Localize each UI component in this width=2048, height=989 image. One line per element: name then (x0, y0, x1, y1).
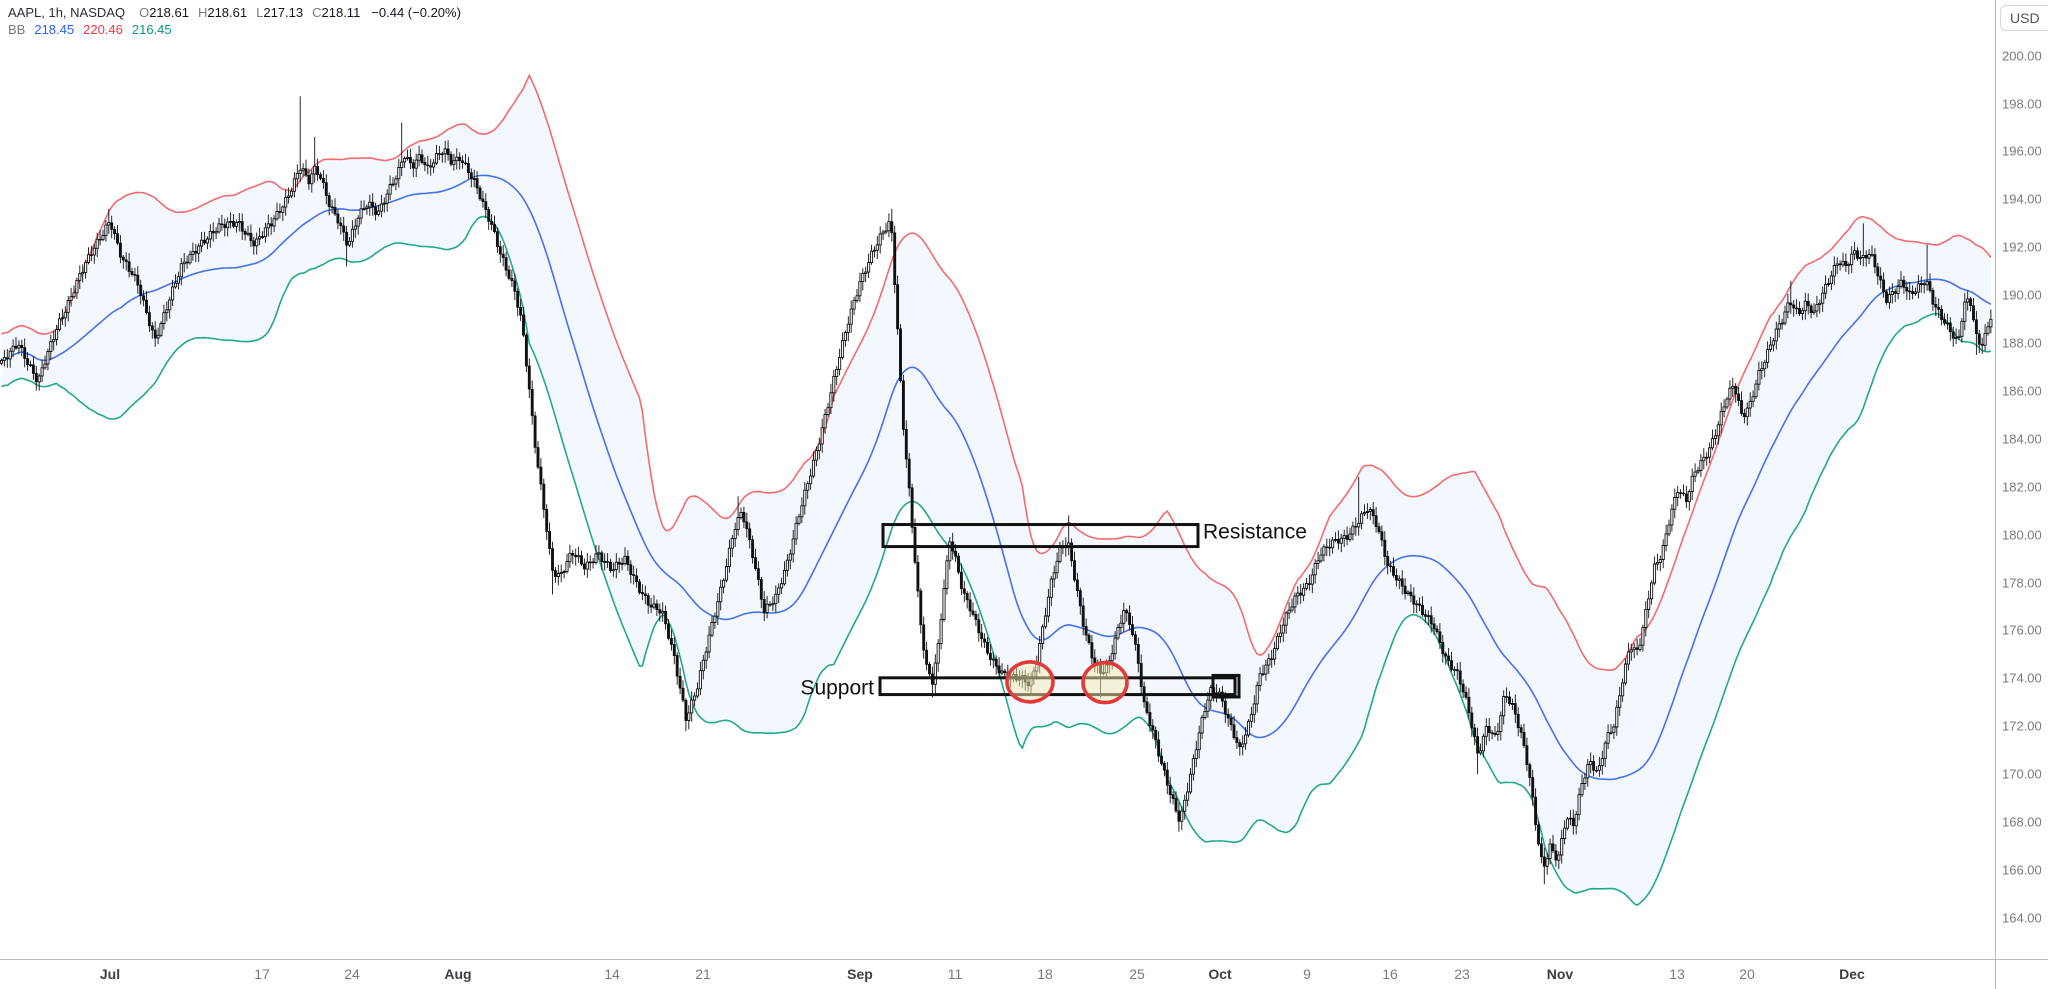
support-label[interactable]: Support (800, 676, 874, 699)
ohlc-high: H218.61 (197, 5, 248, 20)
price-tick-label: 192.00 (2002, 239, 2042, 255)
price-tick-label: 190.00 (2002, 287, 2042, 303)
price-tick-label: 200.00 (2002, 48, 2042, 64)
bb-lower-value: 216.45 (131, 22, 172, 37)
price-tick-label: 182.00 (2002, 479, 2042, 495)
bb-upper-value: 220.46 (83, 22, 123, 37)
drawings: Resistance Support (800, 521, 1307, 705)
ohlc-close: C218.11 (312, 5, 361, 20)
time-tick-label: Jul (99, 966, 121, 982)
ohlc-open: O218.61 (139, 5, 189, 20)
price-tick-label: 196.00 (2002, 143, 2042, 159)
price-tick-label: 170.00 (2002, 766, 2042, 782)
price-tick-label: 180.00 (2002, 527, 2042, 543)
time-tick-label: 25 (1129, 966, 1145, 982)
time-tick-label: 20 (1739, 966, 1755, 982)
time-tick-label: 14 (604, 966, 620, 982)
support-touch-circle-1[interactable] (1005, 660, 1055, 704)
price-tick-label: 178.00 (2002, 575, 2042, 590)
time-tick-label: 17 (254, 966, 270, 982)
ohlc-low: L217.13 (256, 5, 304, 20)
resistance-zone-box[interactable] (881, 523, 1200, 549)
time-tick-label: 24 (344, 966, 360, 982)
resistance-label[interactable]: Resistance (1203, 521, 1307, 544)
symbol-title[interactable]: AAPL, 1h, NASDAQ (8, 5, 126, 20)
price-tick-label: 168.00 (2002, 814, 2042, 830)
change-value: −0.44 (−0.20%) (371, 5, 461, 20)
price-tick-label: 184.00 (2002, 431, 2042, 447)
price-tick-label: 172.00 (2002, 718, 2042, 734)
support-zone-box[interactable] (878, 676, 1237, 697)
price-tick-label: 198.00 (2002, 96, 2042, 111)
time-tick-label: 21 (695, 966, 711, 982)
time-tick-label: 18 (1037, 966, 1053, 982)
price-tick-label: 188.00 (2002, 335, 2042, 351)
indicator-title[interactable]: BB (8, 22, 26, 37)
plot-area (0, 73, 1993, 907)
time-tick-label: 13 (1669, 966, 1685, 982)
time-tick-label: 16 (1382, 966, 1398, 982)
bb-basis-value: 218.45 (34, 22, 75, 37)
legend: AAPL, 1h, NASDAQ O218.61 H218.61 L217.13… (8, 4, 461, 38)
indicator-row: BB 218.45 220.46 216.45 (8, 21, 461, 38)
bollinger-basis-line (1, 174, 1992, 781)
time-tick-label: 9 (1303, 966, 1311, 982)
price-tick-label: 176.00 (2002, 622, 2042, 638)
price-axis-separator (1995, 0, 1996, 989)
time-tick-label: Aug (444, 966, 472, 982)
currency-button[interactable]: USD (2000, 5, 2048, 31)
price-tick-label: 186.00 (2002, 383, 2042, 399)
time-tick-label: Nov (1546, 966, 1574, 982)
price-tick-label: 164.00 (2002, 910, 2042, 926)
time-tick-label: 23 (1454, 966, 1470, 982)
support-touch-circle-2[interactable] (1081, 660, 1129, 705)
time-tick-label: Sep (847, 966, 873, 982)
bollinger-fill (1, 75, 1991, 906)
price-tick-label: 166.00 (2002, 862, 2042, 878)
price-tick-label: 174.00 (2002, 670, 2042, 686)
price-tick-label: 194.00 (2002, 191, 2042, 207)
support-zone-end-cap[interactable] (1211, 673, 1241, 699)
time-tick-label: 11 (947, 966, 963, 982)
time-axis-separator (0, 959, 2048, 960)
symbol-row: AAPL, 1h, NASDAQ O218.61 H218.61 L217.13… (8, 4, 461, 21)
bollinger-upper-band (1, 73, 1992, 671)
time-tick-label: Oct (1208, 966, 1232, 982)
time-tick-label: Dec (1839, 966, 1865, 982)
